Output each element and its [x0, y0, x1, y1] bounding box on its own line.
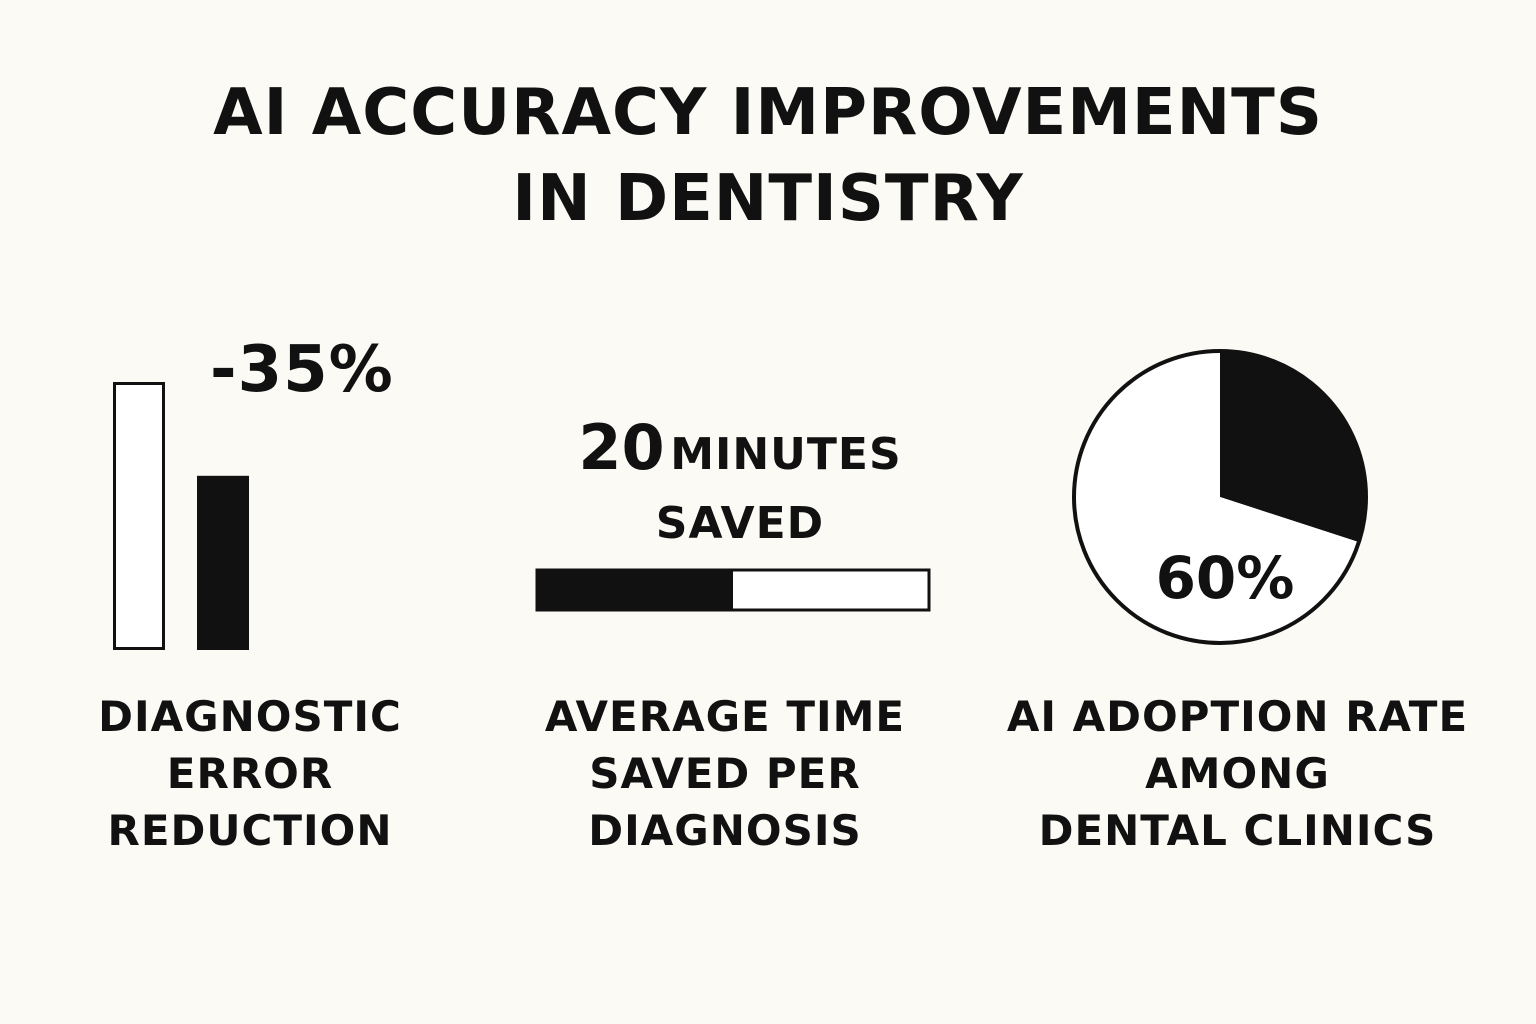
pie-slice-empty: [1074, 351, 1359, 643]
caption-line: AI ADOPTION RATE: [1006, 692, 1469, 741]
caption-line: REDUCTION: [107, 806, 393, 855]
time-saved-value: 20 MINUTES SAVED: [535, 417, 945, 554]
error-reduction-bar-chart: [113, 382, 249, 650]
pie-slice-filled: [1220, 351, 1366, 543]
adoption-value: 60%: [1155, 544, 1295, 612]
caption-line: AVERAGE TIME: [544, 692, 906, 741]
pie-outline: [1072, 349, 1368, 645]
time-saved-caption: AVERAGE TIME SAVED PER DIAGNOSIS: [520, 688, 930, 859]
time-saved-unit: MINUTES: [670, 429, 902, 480]
after-ai-bar: [197, 475, 249, 650]
error-reduction-caption: DIAGNOSTIC ERROR REDUCTION: [60, 688, 440, 859]
caption-line: ERROR: [166, 749, 334, 798]
before-ai-bar: [113, 382, 165, 650]
adoption-caption: AI ADOPTION RATE AMONG DENTAL CLINICS: [1000, 688, 1475, 859]
progress-fill: [537, 570, 733, 610]
time-saved-line2: SAVED: [655, 498, 825, 549]
chart-title: AI ACCURACY IMPROVEMENTS IN DENTISTRY: [0, 70, 1536, 242]
caption-line: DIAGNOSIS: [588, 806, 862, 855]
caption-line: SAVED PER: [589, 749, 861, 798]
caption-line: DIAGNOSTIC: [98, 692, 402, 741]
caption-line: AMONG: [1145, 749, 1330, 798]
error-reduction-value: -35%: [210, 333, 394, 407]
title-line-2: IN DENTISTRY: [512, 162, 1024, 236]
time-saved-number: 20: [578, 411, 665, 484]
adoption-pie-chart: [1072, 349, 1368, 645]
time-saved-progress-bar: [535, 568, 931, 612]
caption-line: DENTAL CLINICS: [1038, 806, 1437, 855]
title-line-1: AI ACCURACY IMPROVEMENTS: [213, 76, 1323, 150]
